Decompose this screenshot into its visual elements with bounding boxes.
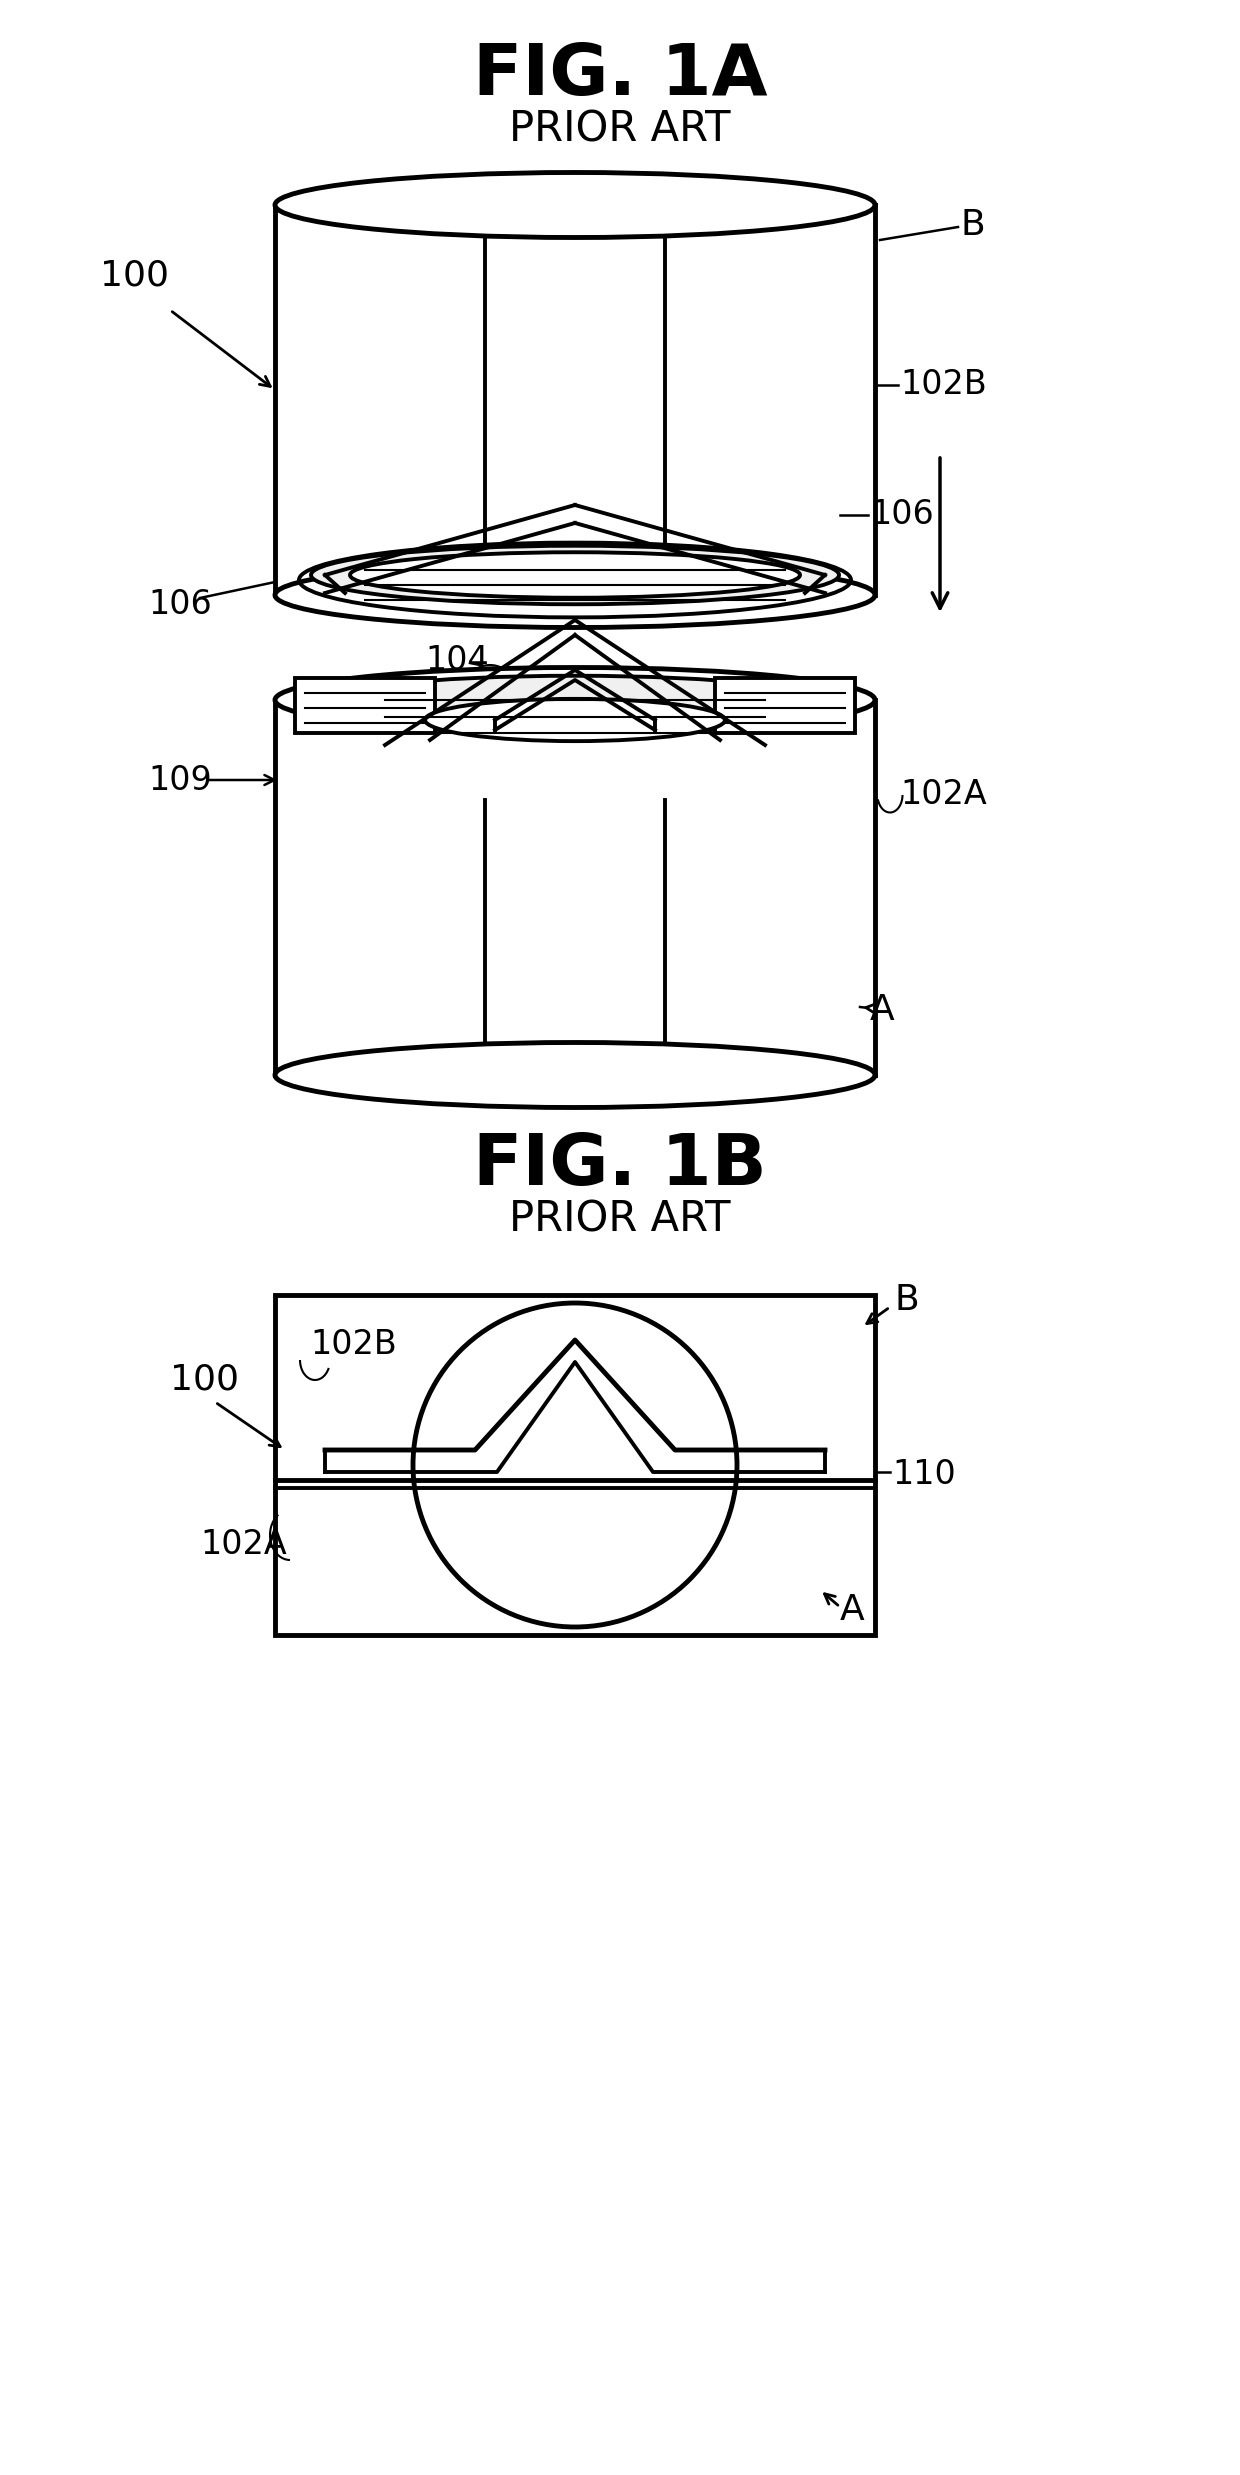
- Ellipse shape: [311, 676, 839, 735]
- Text: 109: 109: [148, 762, 212, 797]
- Bar: [295, 678, 435, 733]
- Text: 106: 106: [148, 589, 212, 621]
- Text: B: B: [960, 208, 985, 243]
- Ellipse shape: [275, 562, 875, 629]
- Ellipse shape: [275, 173, 875, 238]
- Text: FIG. 1B: FIG. 1B: [474, 1131, 766, 1200]
- Text: 102A: 102A: [200, 1530, 286, 1562]
- Text: 110: 110: [892, 1458, 956, 1492]
- Ellipse shape: [425, 698, 725, 740]
- Ellipse shape: [311, 547, 839, 604]
- Ellipse shape: [275, 668, 875, 733]
- Text: 100: 100: [100, 257, 169, 292]
- Text: 102A: 102A: [900, 780, 987, 812]
- Bar: [715, 678, 856, 733]
- Text: 100: 100: [170, 1364, 239, 1396]
- Ellipse shape: [275, 1042, 875, 1106]
- Text: B: B: [895, 1282, 920, 1317]
- Text: A: A: [839, 1594, 864, 1626]
- Circle shape: [413, 1302, 737, 1626]
- Text: 106: 106: [870, 497, 934, 532]
- Text: 102B: 102B: [900, 369, 987, 401]
- Text: PRIOR ART: PRIOR ART: [510, 109, 730, 151]
- Ellipse shape: [350, 552, 800, 599]
- Text: 102B: 102B: [310, 1329, 397, 1361]
- Text: 104: 104: [425, 644, 489, 676]
- Text: FIG. 1A: FIG. 1A: [472, 40, 768, 109]
- Bar: [275, 1294, 875, 1636]
- Text: A: A: [870, 992, 895, 1027]
- Text: PRIOR ART: PRIOR ART: [510, 1198, 730, 1240]
